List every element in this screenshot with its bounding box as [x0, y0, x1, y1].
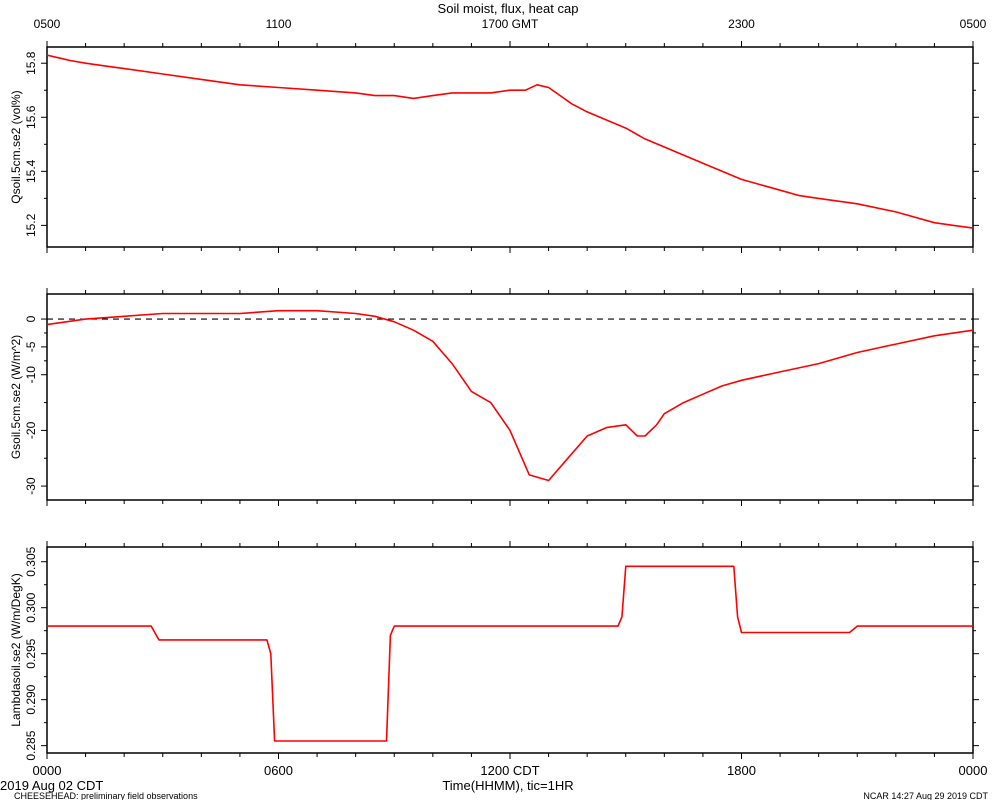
bottom-tick-label: 1800 — [727, 763, 756, 778]
top-axis-tick-labels: 0500 1100 1700 GMT 2300 0500 — [34, 17, 987, 31]
y-tick-label: 0.305 — [24, 546, 38, 576]
y-tick-label: 0.290 — [24, 684, 38, 714]
y-tick-label: 15.6 — [24, 105, 38, 129]
top-tick-label: 0500 — [34, 17, 61, 31]
y-tick-label: 0 — [24, 315, 38, 322]
y-axis-label: Gsoil.5cm.se2 (W/m^2) — [9, 335, 23, 459]
y-tick-label: -20 — [24, 421, 38, 439]
bottom-tick-label: 0000 — [959, 763, 988, 778]
plot-frame — [46, 293, 974, 501]
x-axis-label: Time(HHMM), tic=1HR — [442, 778, 573, 793]
panel-3: 0.285 0.290 0.295 0.300 0.305Lambdasoil.se2 … — [9, 541, 979, 761]
y-tick-label: 15.4 — [24, 159, 38, 183]
y-axis-label: Qsoil.5cm.se2 (vol%) — [9, 90, 23, 203]
y-tick-label: 15.2 — [24, 213, 38, 237]
top-tick-label: 1100 — [266, 17, 292, 31]
footer-left: CHEESEHEAD: preliminary field observatio… — [14, 791, 198, 800]
bottom-tick-label: 0000 — [33, 763, 62, 778]
y-tick-label: 0.300 — [24, 592, 38, 622]
y-tick-label: 15.8 — [24, 51, 38, 75]
chart-panels: 15.2 15.4 15.6 15.8 Qsoil.5cm.se2 (vol%) 0 -5 -… — [9, 41, 979, 761]
bottom-axis-tick-labels: 0000 0600 1200 CDT 1800 0000 — [33, 763, 988, 778]
top-tick-label: 2300 — [728, 17, 755, 31]
panel-1: 15.2 15.4 15.6 15.8 Qsoil.5cm.se2 (vol%) — [9, 41, 979, 253]
y-tick-label: -10 — [24, 366, 38, 384]
top-tick-label: 0500 — [960, 17, 987, 31]
y-tick-label: -30 — [24, 477, 38, 495]
bottom-tick-label: 1200 CDT — [480, 763, 539, 778]
series-line — [46, 54, 974, 229]
chart-title: Soil moist, flux, heat cap — [438, 1, 579, 16]
footer-right: NCAR 14:27 Aug 29 2019 CDT — [863, 791, 988, 800]
y-tick-label: 0.285 — [24, 730, 38, 760]
panel-2: 0 -5 -10 -20 -30 Gsoil.5cm.se2 (W/m^2) — [9, 288, 979, 506]
bottom-tick-label: 0600 — [264, 763, 293, 778]
y-axis-label: Lambdasoil.se2 (W/m/DegK) — [9, 573, 23, 726]
series-line — [47, 565, 973, 742]
plot-frame — [46, 546, 974, 754]
series-line — [46, 309, 974, 482]
date-label: 2019 Aug 02 CDT — [0, 778, 103, 793]
y-tick-label: 0.295 — [24, 638, 38, 668]
y-tick-label: -5 — [24, 341, 38, 352]
top-tick-label: 1700 GMT — [482, 17, 539, 31]
